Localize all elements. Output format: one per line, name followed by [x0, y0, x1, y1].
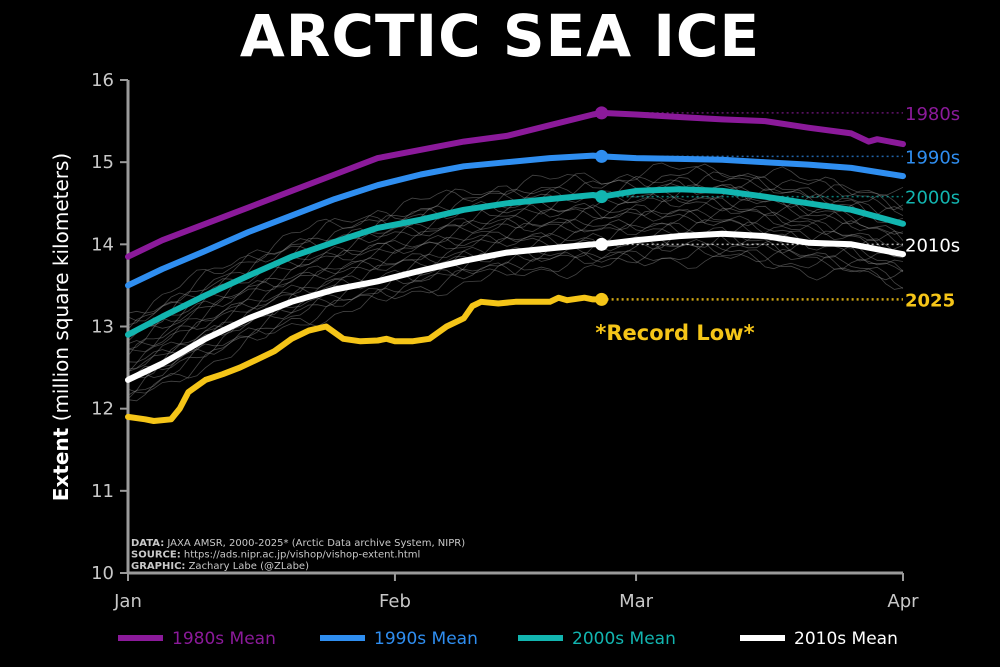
marker-2010s: [595, 237, 609, 251]
legend-label: 2010s Mean: [794, 629, 898, 649]
individual-year-line: [127, 175, 904, 330]
record-low-annotation: *Record Low*: [595, 321, 754, 345]
legend: 1980s Mean 1990s Mean 2000s Mean 2010s Mean: [118, 629, 898, 649]
y-tick-label: 14: [91, 234, 114, 255]
individual-year-line: [127, 171, 904, 314]
marker-2000s: [595, 190, 609, 204]
individual-year-line: [127, 209, 904, 373]
x-tick-label: Mar: [619, 591, 654, 612]
marker-1990s: [595, 149, 609, 163]
y-tick-label: 12: [91, 399, 114, 420]
legend-label: 1990s Mean: [374, 629, 478, 649]
series-line-2000s: [125, 186, 906, 338]
series-line-1990s: [125, 152, 906, 289]
individual-year-line: [127, 221, 904, 372]
individual-year-line: [127, 162, 904, 326]
axes: 10 11 12 13 14 15 16 Jan Feb Mar Apr: [91, 70, 919, 612]
end-label-1990s: 1990s: [905, 147, 960, 168]
legend-item-2000s: 2000s Mean: [518, 629, 676, 649]
marker-1980s: [595, 106, 609, 120]
series-lines: [125, 106, 906, 424]
end-label-2025: 2025: [905, 290, 955, 311]
end-label-2010s: 2010s: [905, 235, 960, 256]
end-label-1980s: 1980s: [905, 104, 960, 125]
x-tick-label: Feb: [379, 591, 411, 612]
individual-year-line: [127, 197, 904, 347]
credit-line: SOURCE: https://ads.nipr.ac.jp/vishop/vi…: [131, 550, 420, 561]
credit-line: DATA: JAXA AMSR, 2000-2025* (Arctic Data…: [131, 538, 465, 549]
y-axis-label-text: Extent (million square kilometers): [49, 153, 73, 501]
credit-line: GRAPHIC: Zachary Labe (@ZLabe): [131, 561, 309, 572]
series-line-2010s: [125, 230, 906, 383]
series-line-1980s: [125, 109, 906, 260]
individual-year-line: [127, 249, 904, 396]
individual-year-line: [127, 163, 904, 322]
legend-label: 2000s Mean: [572, 629, 676, 649]
chart-title: ARCTIC SEA ICE: [239, 2, 761, 70]
series-line-2025: [125, 294, 605, 424]
marker-2025: [595, 292, 609, 306]
end-label-2000s: 2000s: [905, 188, 960, 209]
y-tick-label: 10: [91, 563, 114, 584]
y-tick-label: 13: [91, 317, 114, 338]
legend-label: 1980s Mean: [172, 629, 276, 649]
individual-year-line: [127, 243, 904, 394]
individual-year-line: [127, 239, 904, 402]
y-tick-label: 15: [91, 152, 114, 173]
y-tick-label: 11: [91, 481, 114, 502]
legend-item-1980s: 1980s Mean: [118, 629, 276, 649]
legend-item-1990s: 1990s Mean: [320, 629, 478, 649]
y-axis-label: Extent (million square kilometers): [49, 153, 73, 501]
x-tick-label: Jan: [113, 591, 142, 612]
series-end-labels: 1980s 1990s 2000s 2010s 2025: [905, 104, 960, 312]
legend-item-2010s: 2010s Mean: [740, 629, 898, 649]
individual-year-line: [127, 195, 904, 353]
individual-year-line: [127, 208, 904, 370]
individual-year-line: [127, 204, 904, 357]
credits: DATA: JAXA AMSR, 2000-2025* (Arctic Data…: [131, 538, 465, 572]
x-tick-label: Apr: [887, 591, 919, 612]
y-tick-label: 16: [91, 70, 114, 91]
